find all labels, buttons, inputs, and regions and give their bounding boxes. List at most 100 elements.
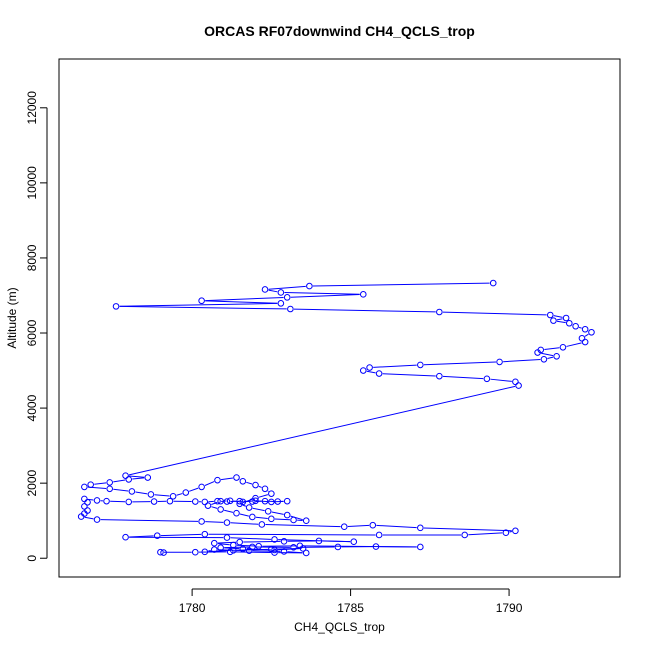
data-point — [559, 343, 567, 351]
data-point — [287, 305, 294, 313]
data-point — [106, 485, 114, 493]
series-segment — [541, 352, 554, 357]
data-point — [280, 538, 288, 545]
data-point — [128, 488, 136, 495]
data-point — [81, 483, 88, 491]
series-segment — [265, 524, 341, 528]
data-point — [236, 538, 243, 546]
series-segment — [423, 527, 512, 532]
series-segment — [242, 504, 247, 507]
data-point — [512, 527, 519, 535]
series-segment — [490, 378, 512, 382]
series-segment — [113, 479, 126, 483]
series-segment — [274, 518, 290, 521]
data-point — [375, 531, 383, 539]
data-point — [588, 328, 595, 336]
data-point — [302, 549, 310, 557]
data-point — [264, 508, 272, 515]
data-point — [268, 490, 275, 497]
data-point — [125, 476, 133, 483]
x-axis: 1780 1785 1790 — [179, 588, 523, 615]
data-point — [436, 308, 443, 316]
series-segment — [94, 482, 107, 485]
data-point — [274, 498, 281, 505]
data-point — [271, 546, 278, 554]
series-layer — [77, 279, 595, 557]
series-segment — [278, 539, 351, 543]
data-point — [160, 549, 167, 556]
data-point — [315, 537, 323, 545]
data-point — [461, 531, 468, 539]
data-point — [245, 547, 253, 555]
data-point — [372, 543, 380, 550]
data-point — [87, 481, 94, 488]
data-point — [359, 291, 367, 298]
series-segment — [129, 535, 154, 538]
data-point — [258, 521, 266, 528]
data-point — [252, 481, 259, 489]
series-segment — [366, 370, 376, 374]
series-segment — [84, 516, 94, 520]
data-point — [211, 546, 218, 553]
data-point — [198, 297, 205, 305]
chart-title: ORCAS RF07downwind CH4_QCLS_trop — [204, 23, 475, 39]
data-point — [334, 543, 342, 551]
series-segment — [544, 347, 560, 350]
series-segment — [205, 296, 284, 302]
series-segment — [547, 356, 554, 359]
data-point — [359, 367, 367, 374]
series-segment — [312, 282, 490, 287]
data-point — [553, 352, 560, 360]
series-segment — [154, 494, 170, 497]
data-point — [122, 472, 129, 479]
data-point — [245, 504, 253, 511]
data-point — [417, 361, 424, 369]
data-point — [223, 534, 231, 541]
data-point — [84, 499, 91, 506]
series-segment — [242, 498, 253, 504]
data-point — [283, 497, 291, 505]
x-tick-label: 1780 — [179, 601, 206, 615]
series-segment — [217, 543, 230, 546]
data-point — [290, 544, 297, 551]
data-point — [166, 497, 174, 505]
series-segment — [119, 305, 287, 310]
data-point — [112, 303, 120, 310]
series-segment — [290, 515, 303, 521]
data-point — [255, 542, 262, 550]
data-point — [252, 497, 259, 505]
data-point — [268, 498, 275, 506]
data-point — [350, 538, 358, 546]
series-segment — [268, 285, 306, 290]
data-point — [515, 382, 522, 389]
data-point — [290, 516, 297, 524]
data-point — [268, 515, 275, 523]
y-tick-label: 0 — [25, 555, 39, 562]
series-segment — [132, 477, 145, 480]
data-point — [204, 502, 212, 509]
data-point — [417, 543, 424, 551]
data-point — [280, 548, 288, 555]
series-segment — [246, 481, 253, 485]
series-segment — [110, 500, 126, 503]
data-point — [191, 498, 199, 505]
series-segment — [236, 544, 256, 547]
series-segment — [347, 524, 370, 528]
series-segment — [373, 364, 417, 368]
series-segment — [204, 481, 215, 486]
y-tick-label: 2000 — [25, 469, 39, 496]
series-segment — [556, 320, 566, 324]
data-point — [198, 518, 205, 525]
x-tick-label: 1785 — [337, 601, 364, 615]
data-point — [230, 541, 237, 549]
series-segment — [189, 487, 199, 492]
series-segment — [211, 501, 218, 505]
data-point — [93, 516, 101, 523]
data-point — [84, 507, 91, 514]
data-point — [496, 358, 503, 366]
series-segment — [243, 540, 281, 543]
series-segment — [239, 513, 249, 517]
series-segment — [442, 375, 484, 380]
series-segment — [287, 551, 303, 554]
